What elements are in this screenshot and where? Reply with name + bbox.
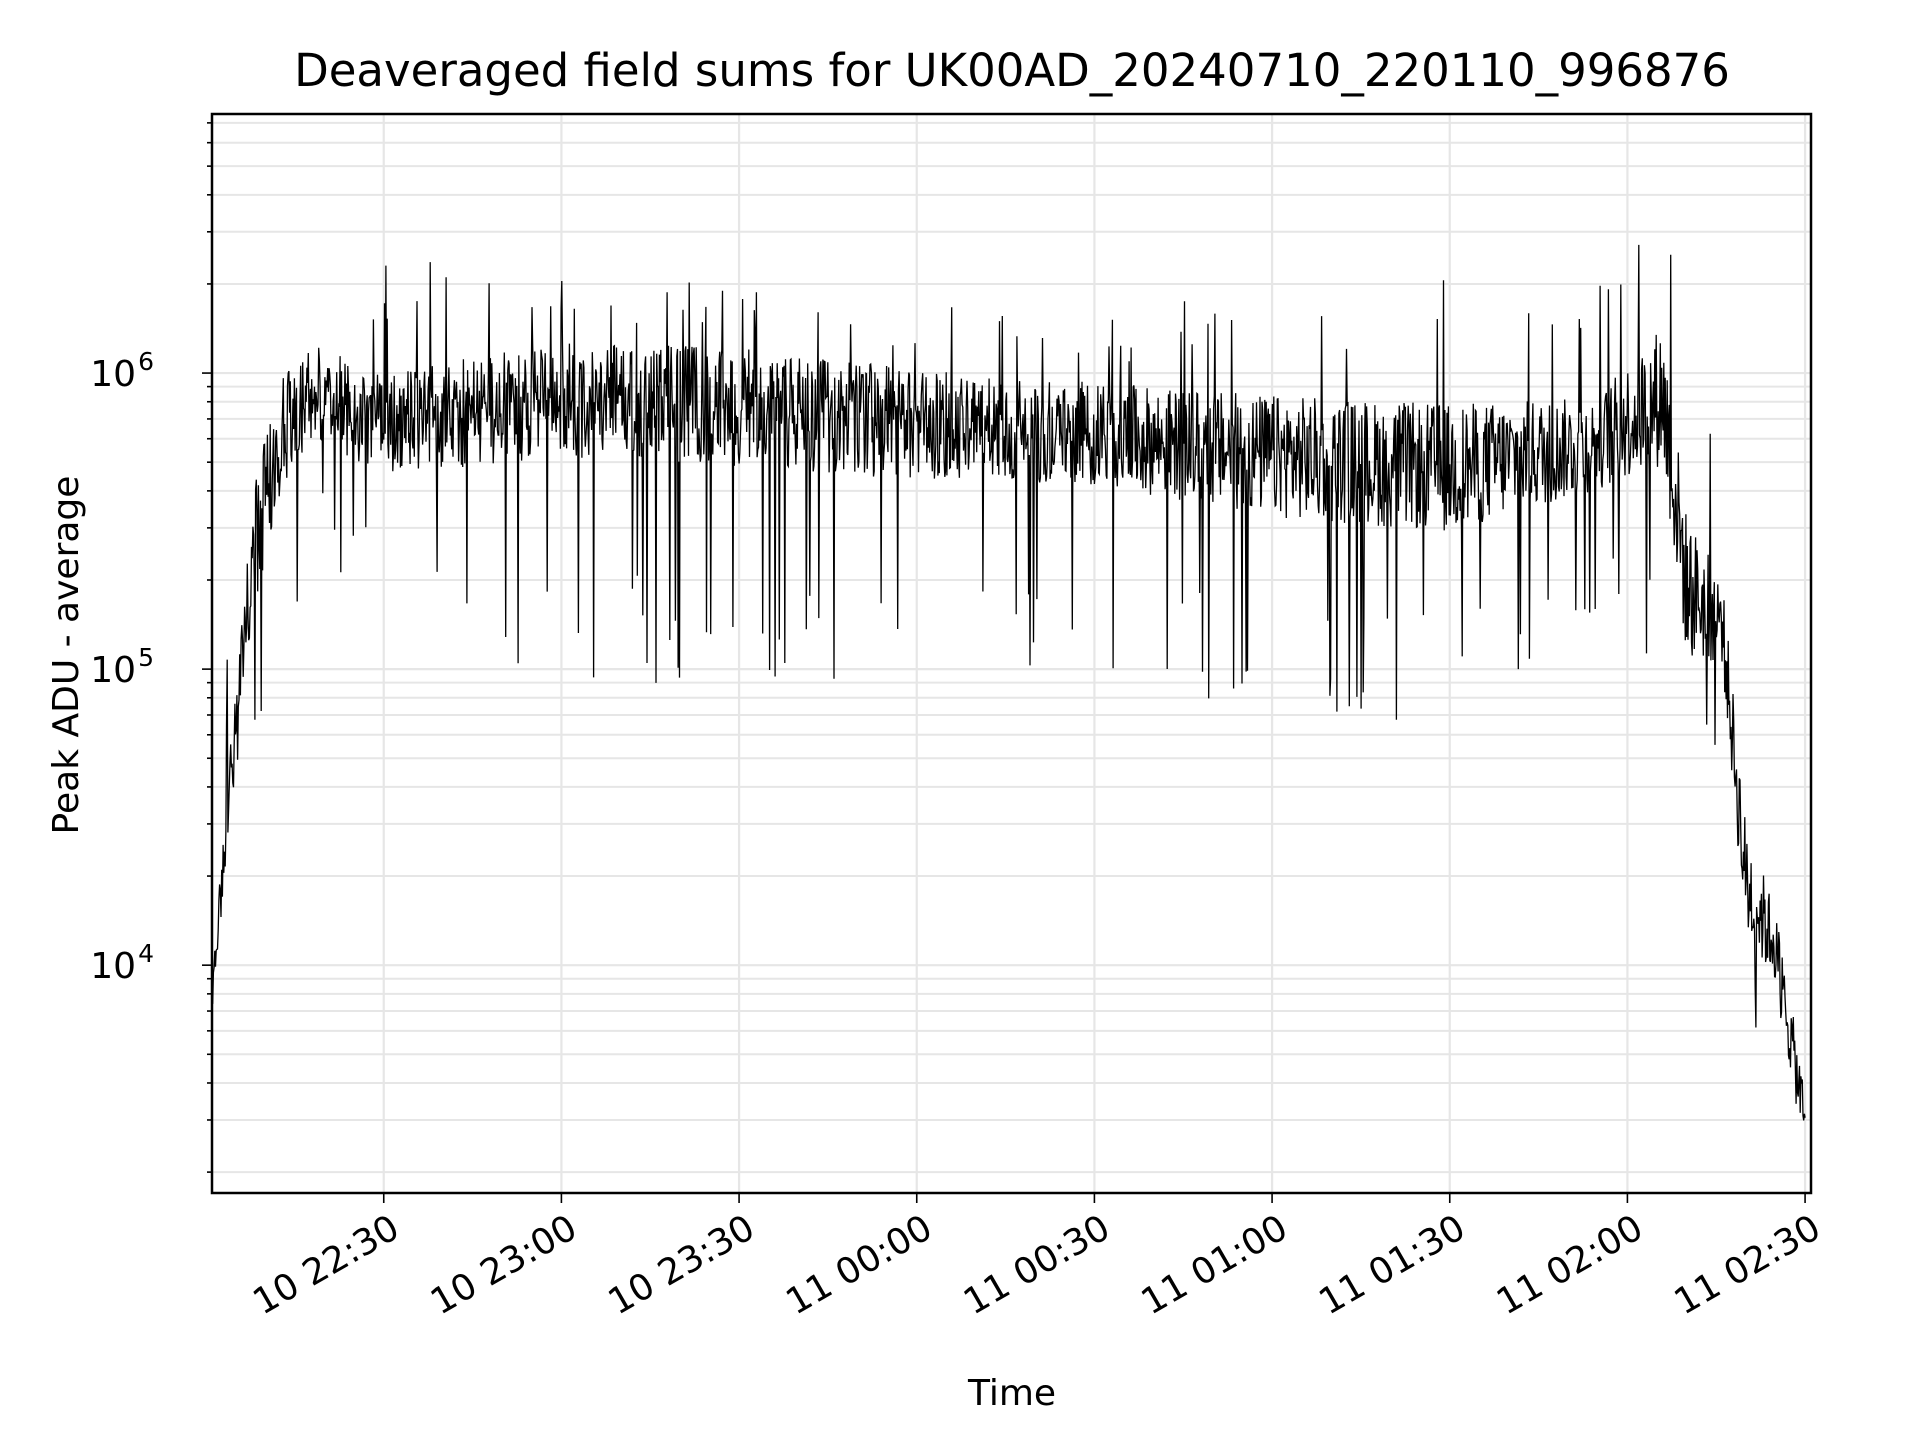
y-tick-exponent: 6 — [138, 347, 154, 376]
series-line — [211, 244, 1806, 1121]
series-layer — [211, 244, 1806, 1121]
y-axis-label: Peak ADU - average — [46, 476, 87, 835]
y-tick-exponent: 4 — [138, 939, 154, 968]
y-tick-label: 105 — [90, 643, 154, 691]
x-axis-label: Time — [967, 1373, 1056, 1414]
y-tick-label: 106 — [90, 347, 154, 395]
y-tick-exponent: 5 — [138, 643, 154, 672]
chart-title: Deaveraged field sums for UK00AD_2024071… — [294, 44, 1730, 97]
plot-frame — [210, 112, 1813, 1195]
